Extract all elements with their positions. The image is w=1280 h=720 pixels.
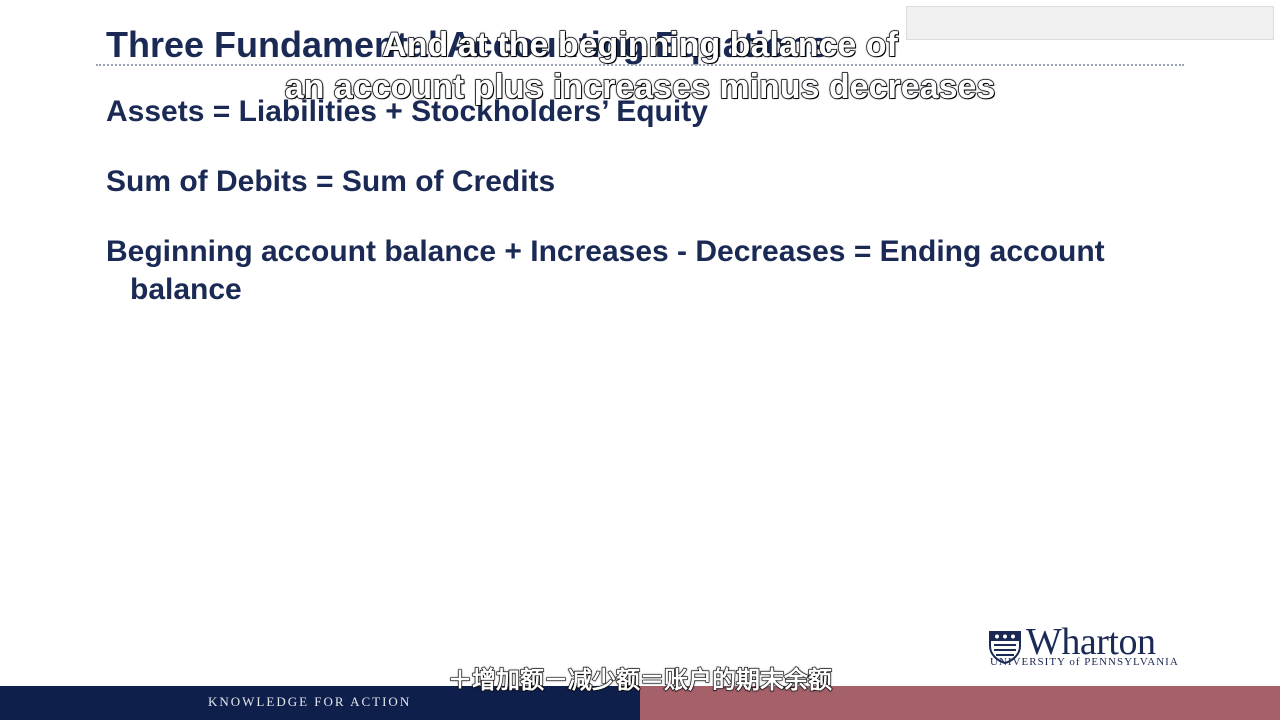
- equation-debits-credits: Sum of Debits = Sum of Credits: [106, 165, 556, 198]
- footer-bar-right: [640, 686, 1280, 720]
- watermark-box: [906, 6, 1274, 40]
- penn-shield-icon: [989, 631, 1021, 664]
- logo-wordmark: Wharton: [1026, 621, 1156, 663]
- footer-bar-left: KNOWLEDGE FOR ACTION: [0, 686, 640, 720]
- equation-accounting: Assets = Liabilities + Stockholders’ Equ…: [106, 95, 708, 128]
- equation-account-balance: Beginning account balance + Increases - …: [106, 235, 1105, 268]
- slide-title: Three Fundamental Accounting Equations: [106, 24, 829, 65]
- equation-account-balance-continued: balance: [130, 273, 242, 306]
- subtitle-english-line-2: an account plus increases minus decrease…: [284, 67, 996, 107]
- subtitle-chinese: ＋增加额－减少额＝账户的期末余额: [447, 666, 832, 694]
- logo-subtitle: UNIVERSITY of PENNSYLVANIA: [990, 656, 1179, 668]
- title-divider: [96, 64, 1184, 66]
- footer-tagline: KNOWLEDGE FOR ACTION: [208, 694, 412, 709]
- wharton-logo: Wharton UNIVERSITY of PENNSYLVANIA: [988, 621, 1192, 672]
- subtitle-english-line-1: And at the beginning balance of: [381, 25, 898, 65]
